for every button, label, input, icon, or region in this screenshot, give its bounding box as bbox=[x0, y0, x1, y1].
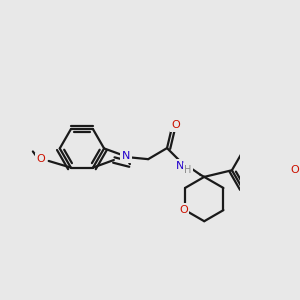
Text: N: N bbox=[122, 151, 130, 161]
Text: H: H bbox=[184, 165, 192, 175]
Text: O: O bbox=[36, 154, 45, 164]
Text: O: O bbox=[171, 120, 180, 130]
Text: N: N bbox=[176, 161, 184, 171]
Text: O: O bbox=[179, 205, 188, 215]
Text: O: O bbox=[291, 165, 299, 175]
